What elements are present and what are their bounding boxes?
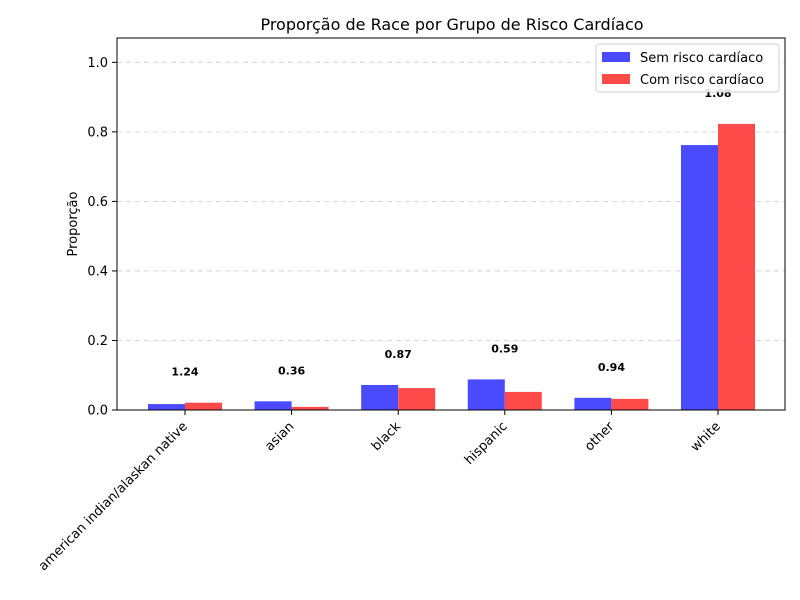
bar-com-risco <box>611 398 649 410</box>
bar-sem-risco <box>148 404 185 410</box>
y-tick-label: 0.6 <box>87 195 108 210</box>
bar-sem-risco <box>681 145 718 410</box>
bar-com-risco <box>718 123 755 410</box>
bar-sem-risco <box>361 384 399 410</box>
legend: Sem risco cardíaco Com risco cardíaco <box>595 43 780 93</box>
ratio-label: 0.59 <box>491 342 518 355</box>
plot-frame <box>116 37 786 411</box>
x-tick-label: american indian/alaskan native <box>36 419 191 574</box>
bar-sem-risco <box>467 379 505 410</box>
y-tick-label: 0.4 <box>87 264 108 279</box>
y-tick-label: 0.8 <box>87 125 108 140</box>
ratio-label: 0.87 <box>385 348 412 361</box>
x-tick-label: other <box>582 419 618 455</box>
bar-com-risco <box>185 402 222 410</box>
chart-title: Proporção de Race por Grupo de Risco Car… <box>260 15 643 34</box>
legend-label: Com risco cardíaco <box>640 73 764 88</box>
x-tick-label: hispanic <box>462 419 511 468</box>
bar-com-risco <box>291 406 329 410</box>
legend-box <box>595 43 780 93</box>
ratio-label: 0.36 <box>278 364 305 377</box>
ratio-label: 0.94 <box>598 361 625 374</box>
bar-sem-risco <box>574 397 612 410</box>
legend-swatch <box>602 52 630 62</box>
x-tick-label: black <box>369 419 404 454</box>
bar-com-risco <box>398 388 436 410</box>
y-tick-label: 0.2 <box>87 334 108 349</box>
ratio-label: 1.24 <box>171 366 198 379</box>
bar-sem-risco <box>254 401 292 410</box>
x-axis: american indian/alaskan native asian black… <box>36 410 724 574</box>
x-tick-label: asian <box>262 419 297 454</box>
bar-com-risco <box>504 391 542 410</box>
y-tick-label: 0.0 <box>87 404 108 419</box>
bars-group <box>148 123 755 410</box>
legend-swatch <box>602 74 630 84</box>
y-tick-label: 1.0 <box>87 56 108 71</box>
legend-label: Sem risco cardíaco <box>640 51 763 66</box>
y-axis-label: Proporção <box>66 191 81 256</box>
ratio-labels: 1.24 0.360.87 0.590.941.08 <box>171 87 731 379</box>
y-axis: 0.0 0.2 0.4 0.6 0.8 1.0 <box>87 56 117 419</box>
x-tick-label: white <box>688 419 724 455</box>
